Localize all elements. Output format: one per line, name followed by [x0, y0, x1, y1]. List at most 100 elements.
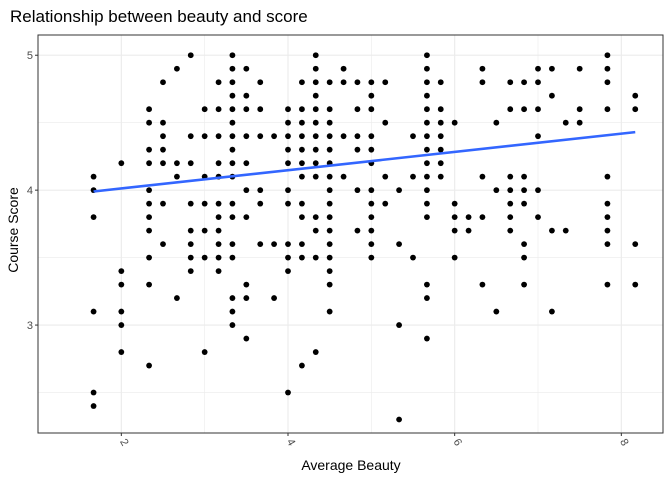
data-point — [146, 281, 152, 288]
data-point — [299, 79, 305, 86]
data-point — [326, 268, 333, 275]
data-point — [146, 187, 152, 194]
data-point — [354, 133, 361, 140]
data-point — [604, 241, 611, 248]
data-point — [299, 214, 305, 221]
data-point — [424, 200, 430, 207]
grid-minor — [38, 35, 663, 433]
data-point — [243, 295, 250, 301]
data-point — [535, 79, 541, 86]
data-point — [521, 241, 527, 248]
data-point — [215, 133, 222, 140]
data-point — [312, 254, 319, 261]
data-point — [257, 241, 264, 248]
data-point — [368, 79, 375, 86]
data-point — [229, 295, 236, 301]
data-point — [368, 187, 375, 194]
data-point — [340, 173, 347, 180]
data-point — [299, 362, 305, 369]
data-point — [299, 200, 305, 207]
data-point — [257, 79, 264, 86]
data-point — [229, 65, 236, 72]
data-point — [632, 241, 639, 248]
data-point — [354, 187, 361, 194]
data-point — [549, 92, 555, 99]
data-point — [521, 254, 527, 261]
y-tick-label: 3 — [27, 320, 33, 332]
data-point — [326, 173, 333, 180]
data-point — [368, 241, 375, 248]
data-point — [160, 241, 166, 248]
data-point — [507, 173, 514, 180]
data-point — [632, 281, 639, 288]
data-point — [507, 214, 514, 221]
data-point — [90, 403, 97, 409]
data-point — [368, 214, 375, 221]
data-point — [368, 227, 375, 234]
data-point — [521, 281, 527, 288]
data-point — [410, 133, 416, 140]
data-point — [229, 200, 236, 207]
data-point — [160, 160, 166, 167]
data-point — [451, 200, 458, 207]
data-point — [118, 281, 125, 288]
data-point — [340, 133, 347, 140]
data-point — [299, 133, 305, 140]
data-point — [312, 133, 319, 140]
data-point — [521, 200, 527, 207]
data-point — [229, 146, 236, 153]
data-point — [396, 187, 402, 194]
data-point — [479, 214, 486, 221]
data-point — [604, 200, 611, 207]
data-point — [312, 349, 319, 355]
data-point — [146, 119, 152, 126]
data-point — [326, 308, 333, 315]
data-point — [174, 173, 180, 180]
data-point — [174, 295, 180, 301]
data-point — [160, 79, 166, 86]
data-point — [118, 160, 125, 167]
data-point — [187, 254, 194, 261]
data-point — [493, 119, 500, 126]
data-point — [424, 119, 430, 126]
data-point — [507, 79, 514, 86]
data-point — [90, 173, 97, 180]
data-point — [312, 227, 319, 234]
data-point — [507, 200, 514, 207]
data-point — [257, 187, 264, 194]
data-point — [187, 52, 194, 59]
data-point — [146, 146, 152, 153]
data-point — [535, 65, 541, 72]
data-point — [285, 241, 291, 248]
data-point — [604, 65, 611, 72]
data-point — [312, 79, 319, 86]
data-point — [187, 241, 194, 248]
data-point — [424, 65, 430, 72]
data-point — [437, 173, 444, 180]
data-point — [424, 79, 430, 86]
data-point — [299, 173, 305, 180]
data-point — [285, 200, 291, 207]
data-point — [535, 214, 541, 221]
data-point — [632, 106, 639, 113]
data-point — [410, 173, 416, 180]
data-point — [312, 106, 319, 113]
data-point — [215, 214, 222, 221]
data-point — [354, 146, 361, 153]
data-point — [424, 146, 430, 153]
data-point — [160, 119, 166, 126]
data-point — [174, 65, 180, 72]
data-point — [118, 349, 125, 355]
data-point — [187, 160, 194, 167]
x-tick-label: 4 — [284, 437, 297, 448]
data-point — [243, 214, 250, 221]
data-point — [299, 106, 305, 113]
data-point — [229, 254, 236, 261]
data-point — [271, 241, 277, 248]
data-point — [285, 133, 291, 140]
data-point — [604, 52, 611, 59]
data-point — [451, 119, 458, 126]
data-point — [312, 146, 319, 153]
data-point — [493, 187, 500, 194]
data-point — [285, 119, 291, 126]
